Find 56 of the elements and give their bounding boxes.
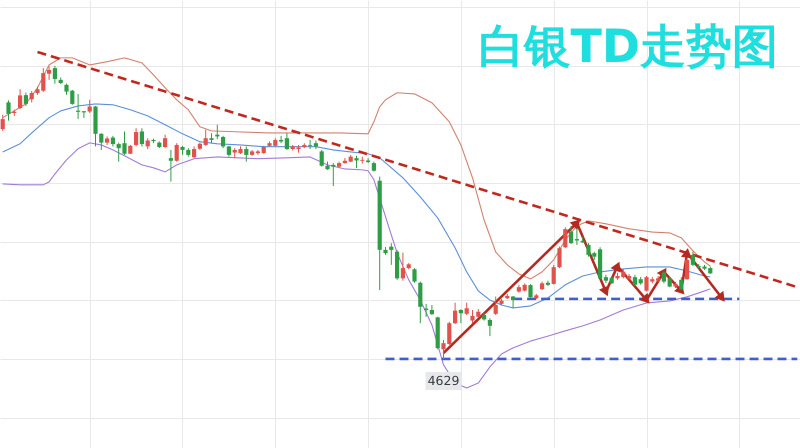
candlestick: [18, 88, 22, 110]
candlestick: [569, 225, 574, 245]
annotation: 4629: [428, 372, 460, 388]
candlestick: [24, 92, 28, 106]
candlestick: [557, 246, 562, 269]
candlestick: [168, 149, 173, 182]
candlestick: [110, 135, 115, 147]
candlestick: [574, 228, 579, 246]
candlestick: [308, 139, 312, 150]
point: [599, 285, 610, 296]
candlestick: [174, 142, 179, 162]
candlestick: [488, 318, 492, 337]
candlestick: [52, 65, 57, 84]
candlestick: [412, 268, 417, 284]
candlestick: [685, 258, 690, 280]
candlestick: [284, 132, 289, 150]
candlestick: [192, 146, 196, 159]
point: [570, 220, 580, 230]
candlestick: [372, 161, 376, 172]
candlestick: [679, 276, 684, 291]
candlestick: [180, 145, 185, 156]
candlestick: [140, 128, 144, 147]
candlestick: [226, 145, 231, 158]
candlestick: [453, 302, 458, 325]
candlestick: [494, 296, 498, 316]
candlestick: [563, 226, 568, 249]
candlestick: [464, 302, 469, 316]
point: [680, 248, 692, 258]
candlestick: [400, 252, 405, 282]
candlestick: [0, 114, 5, 132]
candlestick: [6, 100, 11, 122]
candlestick: [88, 99, 92, 114]
candlestick: [244, 146, 248, 162]
candlestick: [424, 303, 428, 318]
candlestick: [430, 304, 434, 316]
candlestick: [163, 134, 168, 149]
candlestick: [528, 284, 533, 299]
candlestick: [389, 242, 394, 266]
candlestick: [99, 132, 104, 150]
candlestick: [76, 93, 80, 120]
candlestick: [134, 128, 138, 147]
candlestick: [209, 132, 214, 144]
chart-title: 白银TD走势图: [478, 19, 778, 73]
candlestick: [146, 138, 150, 150]
candlestick: [354, 155, 359, 169]
point: [610, 262, 621, 273]
candlestick: [511, 295, 516, 309]
candlestick: [30, 90, 34, 103]
candlestick: [221, 135, 226, 149]
point: [714, 290, 725, 302]
candlestick: [552, 264, 556, 286]
candlestick: [215, 124, 220, 140]
point: [639, 292, 650, 304]
candlestick: [320, 149, 324, 168]
candlestick: [690, 251, 695, 267]
candlestick: [128, 144, 132, 155]
